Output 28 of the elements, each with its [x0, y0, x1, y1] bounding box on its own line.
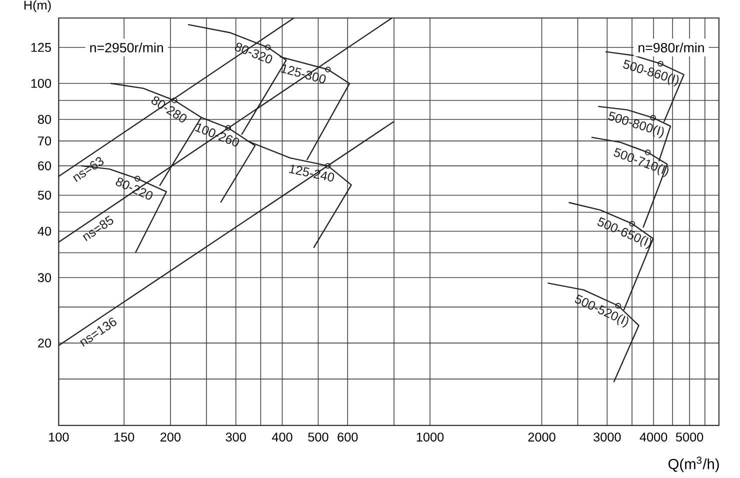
y-tick-label: 100	[31, 78, 52, 88]
x-tick-label: 600	[338, 432, 358, 442]
y-tick-label: 50	[38, 190, 52, 200]
x-tick-label: 4000	[640, 432, 668, 442]
y-tick-label: 30	[38, 273, 52, 282]
x-tick-label: 500	[308, 432, 328, 442]
text: 125-300	[280, 64, 326, 84]
x-tick-label: 300	[226, 432, 246, 442]
text: 80-320	[234, 42, 272, 64]
y-tick-label: 80	[38, 114, 52, 124]
annotation: n=2950r/min	[90, 42, 163, 52]
y-tick-label: 125	[31, 42, 52, 52]
y-tick-label: 70	[38, 136, 52, 146]
x-tick-label: 2000	[528, 432, 556, 442]
x-tick-label: 3000	[594, 432, 621, 442]
x-tick-label: 1000	[416, 432, 444, 442]
x-tick-label: 200	[160, 432, 181, 442]
y-tick-label: 40	[38, 226, 52, 236]
y-tick-label: 20	[38, 338, 52, 348]
x-tick-label: 150	[114, 432, 134, 442]
x-tick-label: 5000	[676, 432, 704, 442]
x-tick-label: 400	[272, 432, 292, 442]
x-axis-title: Q(m$^{3}$/h)	[668, 456, 719, 472]
annotation: n=980r/min	[638, 42, 704, 52]
y-axis-title: H(m)	[24, 0, 51, 12]
x-tick-label: 100	[49, 432, 69, 442]
y-tick-label: 60	[38, 161, 52, 170]
text: 125-240	[288, 164, 334, 182]
